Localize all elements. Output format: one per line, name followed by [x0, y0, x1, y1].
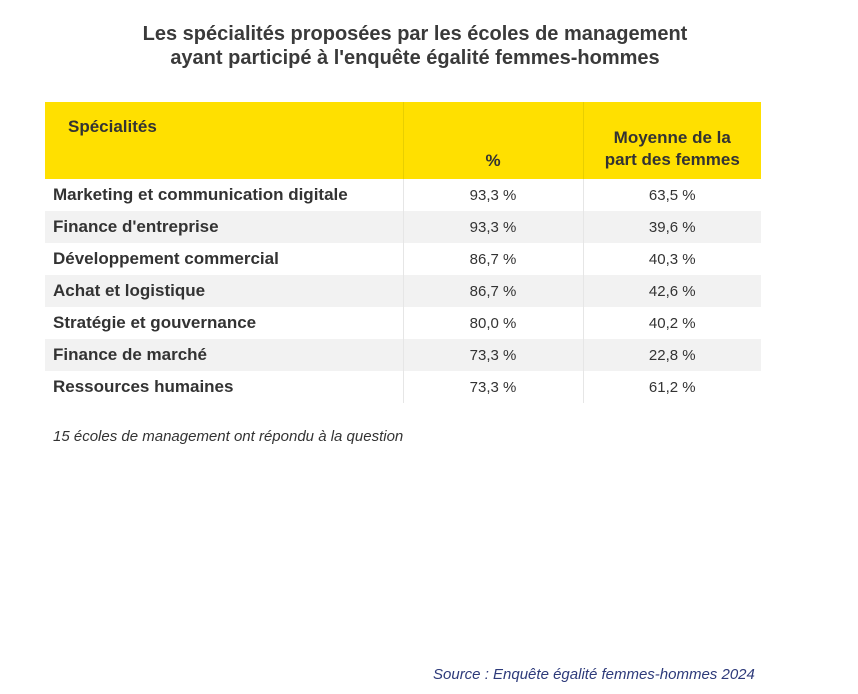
cell-part-femmes: 61,2 %: [582, 371, 761, 403]
respondents-note: 15 écoles de management ont répondu à la…: [53, 428, 404, 445]
source-note: Source : Enquête égalité femmes-hommes 2…: [433, 666, 755, 683]
specialites-table: Spécialités % Moyenne de la part des fem…: [45, 102, 761, 403]
table-row: Stratégie et gouvernance 80,0 % 40,2 %: [45, 307, 761, 339]
title-line-1: Les spécialités proposées par les écoles…: [142, 23, 688, 45]
header-moyenne-femmes: Moyenne de la part des femmes: [582, 102, 761, 179]
cell-part-femmes: 22,8 %: [582, 339, 761, 371]
cell-percent: 86,7 %: [402, 243, 583, 275]
title-line-2: ayant participé à l'enquête égalité femm…: [170, 47, 660, 69]
cell-specialite: Achat et logistique: [45, 275, 403, 307]
table-row: Finance d'entreprise 93,3 % 39,6 %: [45, 211, 761, 243]
chart-title: Les spécialités proposées par les écoles…: [0, 22, 830, 70]
table-header-row: Spécialités % Moyenne de la part des fem…: [45, 102, 761, 179]
cell-part-femmes: 39,6 %: [582, 211, 761, 243]
header-moyenne-line-1: Moyenne de la: [613, 128, 731, 147]
table-row: Marketing et communication digitale 93,3 …: [45, 179, 761, 211]
table-row: Ressources humaines 73,3 % 61,2 %: [45, 371, 761, 403]
cell-specialite: Stratégie et gouvernance: [45, 307, 403, 339]
header-moyenne-line-2: part des femmes: [604, 150, 740, 169]
cell-part-femmes: 63,5 %: [582, 179, 761, 211]
cell-specialite: Marketing et communication digitale: [45, 179, 403, 211]
cell-percent: 86,7 %: [402, 275, 583, 307]
cell-percent: 80,0 %: [402, 307, 583, 339]
table-row: Achat et logistique 86,7 % 42,6 %: [45, 275, 761, 307]
cell-part-femmes: 42,6 %: [582, 275, 761, 307]
cell-percent: 73,3 %: [402, 371, 583, 403]
header-specialites: Spécialités: [45, 102, 403, 179]
table-row: Finance de marché 73,3 % 22,8 %: [45, 339, 761, 371]
table-body: Marketing et communication digitale 93,3 …: [45, 179, 761, 403]
cell-specialite: Ressources humaines: [45, 371, 403, 403]
cell-part-femmes: 40,3 %: [582, 243, 761, 275]
cell-specialite: Développement commercial: [45, 243, 403, 275]
header-percent: %: [402, 102, 583, 179]
cell-specialite: Finance d'entreprise: [45, 211, 403, 243]
table-row: Développement commercial 86,7 % 40,3 %: [45, 243, 761, 275]
cell-specialite: Finance de marché: [45, 339, 403, 371]
cell-percent: 93,3 %: [402, 179, 583, 211]
cell-part-femmes: 40,2 %: [582, 307, 761, 339]
cell-percent: 93,3 %: [402, 211, 583, 243]
cell-percent: 73,3 %: [402, 339, 583, 371]
